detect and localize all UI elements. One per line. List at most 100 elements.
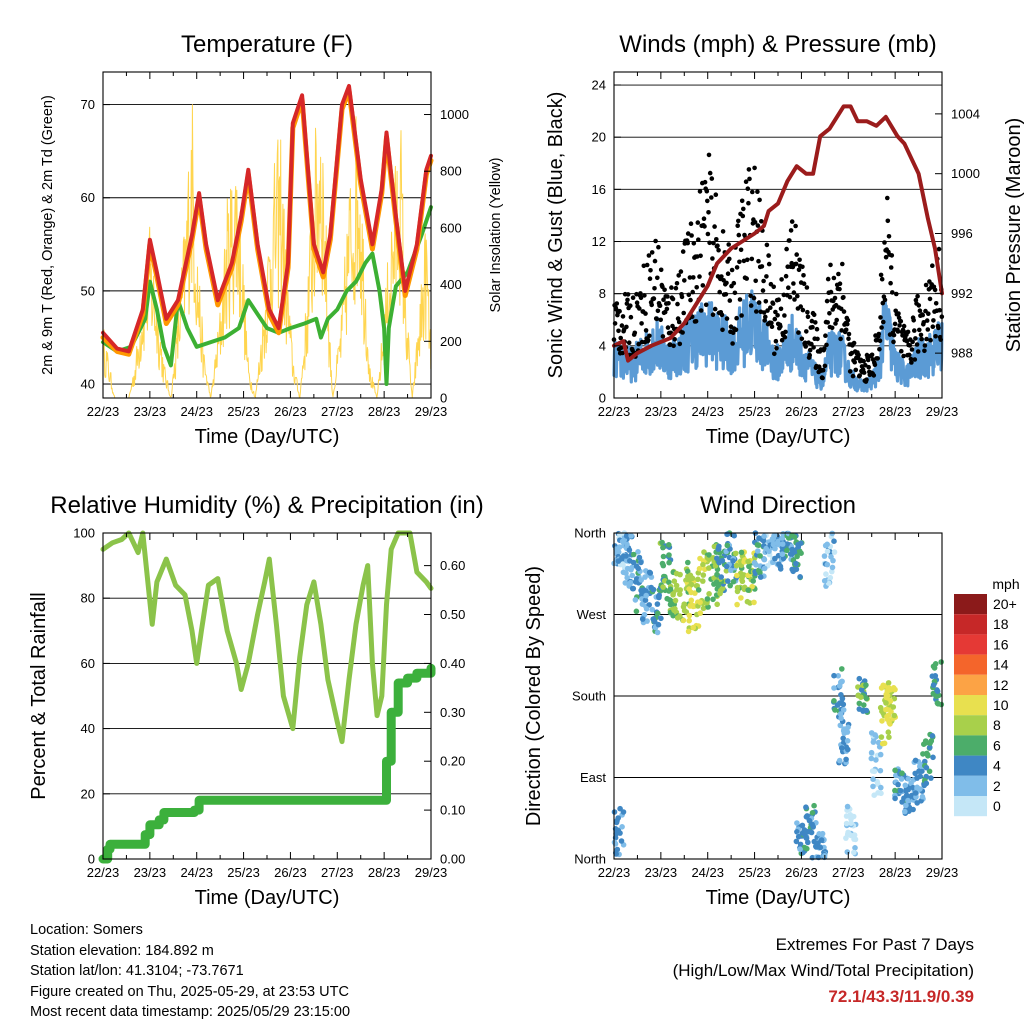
pressure-line xyxy=(612,104,944,363)
direction-point xyxy=(739,574,745,581)
direction-point xyxy=(688,581,695,588)
direction-point xyxy=(710,596,716,603)
wind-direction-panel: 22/23 23/23 24/23 25/23 26/23 27/23 28/23 29/23… xyxy=(523,492,958,909)
gust-point xyxy=(620,314,626,319)
gust-point xyxy=(747,176,752,182)
gust-point xyxy=(687,275,693,280)
gust-point xyxy=(661,297,666,303)
direction-point xyxy=(883,700,889,706)
gust-point xyxy=(789,219,795,224)
direction-point xyxy=(619,824,625,830)
legend-label: 8 xyxy=(993,717,1001,733)
direction-point xyxy=(819,830,826,837)
gust-point xyxy=(713,192,719,197)
gust-point xyxy=(913,336,918,341)
gust-point xyxy=(778,306,784,312)
direction-point xyxy=(630,559,637,566)
legend-title: mph xyxy=(992,576,1019,592)
direction-point xyxy=(920,751,926,757)
direction-point xyxy=(655,610,661,617)
direction-point xyxy=(644,618,650,624)
direction-point xyxy=(635,565,641,572)
direction-point xyxy=(628,567,634,573)
timestamp-text: Most recent data timestamp: 2025/05/29 2… xyxy=(30,1004,351,1020)
direction-point xyxy=(688,597,695,604)
direction-point xyxy=(776,561,782,567)
direction-point xyxy=(898,776,905,782)
direction-point xyxy=(927,744,933,751)
gust-point xyxy=(735,223,740,228)
direction-point xyxy=(671,607,677,613)
direction-point xyxy=(784,541,790,547)
gust-point xyxy=(811,345,816,350)
direction-point xyxy=(897,787,904,794)
extremes-title: Extremes For Past 7 Days xyxy=(775,935,974,954)
gust-point xyxy=(787,238,792,243)
gust-point xyxy=(825,320,830,325)
x-tick-label: 27/23 xyxy=(321,865,354,880)
direction-point xyxy=(700,572,707,578)
x-tick-label: 25/23 xyxy=(227,865,260,880)
legend-label: 6 xyxy=(993,737,1001,753)
direction-point xyxy=(885,729,892,735)
gust-point xyxy=(652,258,658,264)
gust-point xyxy=(719,274,724,279)
gust-point xyxy=(638,295,644,301)
direction-point xyxy=(824,548,831,555)
gust-point xyxy=(628,303,633,309)
y2-tick-label: 992 xyxy=(951,286,973,301)
direction-point xyxy=(855,684,861,690)
direction-point xyxy=(643,606,650,612)
direction-point xyxy=(835,673,841,679)
direction-point xyxy=(725,578,731,584)
gust-point xyxy=(885,195,890,201)
gust-point xyxy=(782,334,788,340)
gust-point xyxy=(709,176,715,181)
x-tick-label: 28/23 xyxy=(879,404,912,419)
gust-point xyxy=(671,343,676,349)
gust-point xyxy=(905,329,911,335)
gust-point xyxy=(805,314,811,320)
direction-point xyxy=(817,844,824,851)
direction-point xyxy=(886,734,892,740)
direction-point xyxy=(630,551,637,558)
direction-point xyxy=(779,535,786,541)
gust-point xyxy=(909,347,915,352)
gust-point xyxy=(738,247,744,253)
gust-point xyxy=(711,240,716,246)
created-text: Figure created on Thu, 2025-05-29, at 23… xyxy=(30,983,349,1000)
direction-point xyxy=(780,555,787,562)
gust-point xyxy=(643,328,649,333)
humidity-precip-panel: 22/23 23/23 24/23 25/23 26/23 27/23 28/23 29/23… xyxy=(28,492,484,909)
gust-point xyxy=(752,165,757,171)
direction-point xyxy=(624,541,630,547)
direction-point xyxy=(839,700,845,706)
direction-point xyxy=(660,553,667,560)
direction-point xyxy=(745,587,751,593)
gust-point xyxy=(726,242,731,247)
direction-point xyxy=(793,566,800,573)
direction-point xyxy=(761,556,768,563)
gust-point xyxy=(786,285,791,291)
direction-point xyxy=(639,601,646,607)
direction-point xyxy=(666,579,672,586)
location-text: Location: Somers xyxy=(30,922,143,938)
x-tick-label: 29/23 xyxy=(415,404,448,419)
gust-point xyxy=(890,290,895,295)
direction-point xyxy=(856,700,863,707)
gust-point xyxy=(746,167,752,172)
direction-point xyxy=(686,617,692,624)
gust-point xyxy=(761,278,766,284)
gust-point xyxy=(719,312,725,318)
gust-point xyxy=(639,321,644,326)
gust-point xyxy=(837,286,842,292)
direction-point xyxy=(784,547,790,554)
legend-swatch xyxy=(954,614,987,635)
gust-point xyxy=(822,346,827,351)
direction-point xyxy=(632,597,639,603)
direction-point xyxy=(892,795,898,802)
gust-point xyxy=(739,198,745,204)
direction-point xyxy=(805,839,811,846)
direction-point xyxy=(756,535,762,541)
gust-point xyxy=(676,319,682,325)
